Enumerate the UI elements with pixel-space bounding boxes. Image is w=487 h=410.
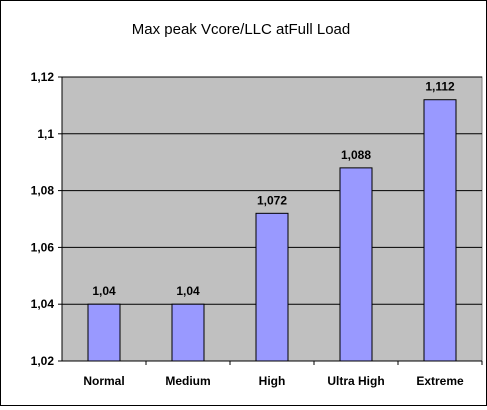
data-label: 1,088 bbox=[341, 148, 371, 162]
labels: 1,02 1,04 1,06 1,08 1,1 1,12 1,04 Normal 1,04 Med… bbox=[31, 70, 464, 388]
y-tick-label: 1,1 bbox=[37, 127, 54, 141]
bar bbox=[255, 212, 289, 362]
bar bbox=[87, 303, 121, 362]
chart-title: Max peak Vcore/LLC atFull Load bbox=[132, 21, 350, 38]
data-label: 1,112 bbox=[425, 80, 455, 94]
bar bbox=[171, 303, 205, 362]
y-tick-label: 1,06 bbox=[31, 240, 55, 254]
data-label: 1,072 bbox=[257, 193, 287, 207]
y-tick-label: 1,02 bbox=[31, 354, 55, 368]
data-label: 1,04 bbox=[92, 284, 116, 298]
data-label: 1,04 bbox=[176, 284, 200, 298]
x-tick-label: Medium bbox=[165, 374, 210, 388]
bar bbox=[339, 167, 373, 362]
bar bbox=[423, 99, 457, 362]
y-tick-label: 1,12 bbox=[31, 70, 55, 84]
bars bbox=[87, 99, 457, 362]
x-tick-label: High bbox=[259, 374, 286, 388]
x-tick-label: Ultra High bbox=[327, 374, 384, 388]
x-tick-label: Normal bbox=[83, 374, 124, 388]
y-tick-label: 1,08 bbox=[31, 184, 55, 198]
x-tick-label: Extreme bbox=[416, 374, 464, 388]
y-tick-label: 1,04 bbox=[31, 297, 55, 311]
